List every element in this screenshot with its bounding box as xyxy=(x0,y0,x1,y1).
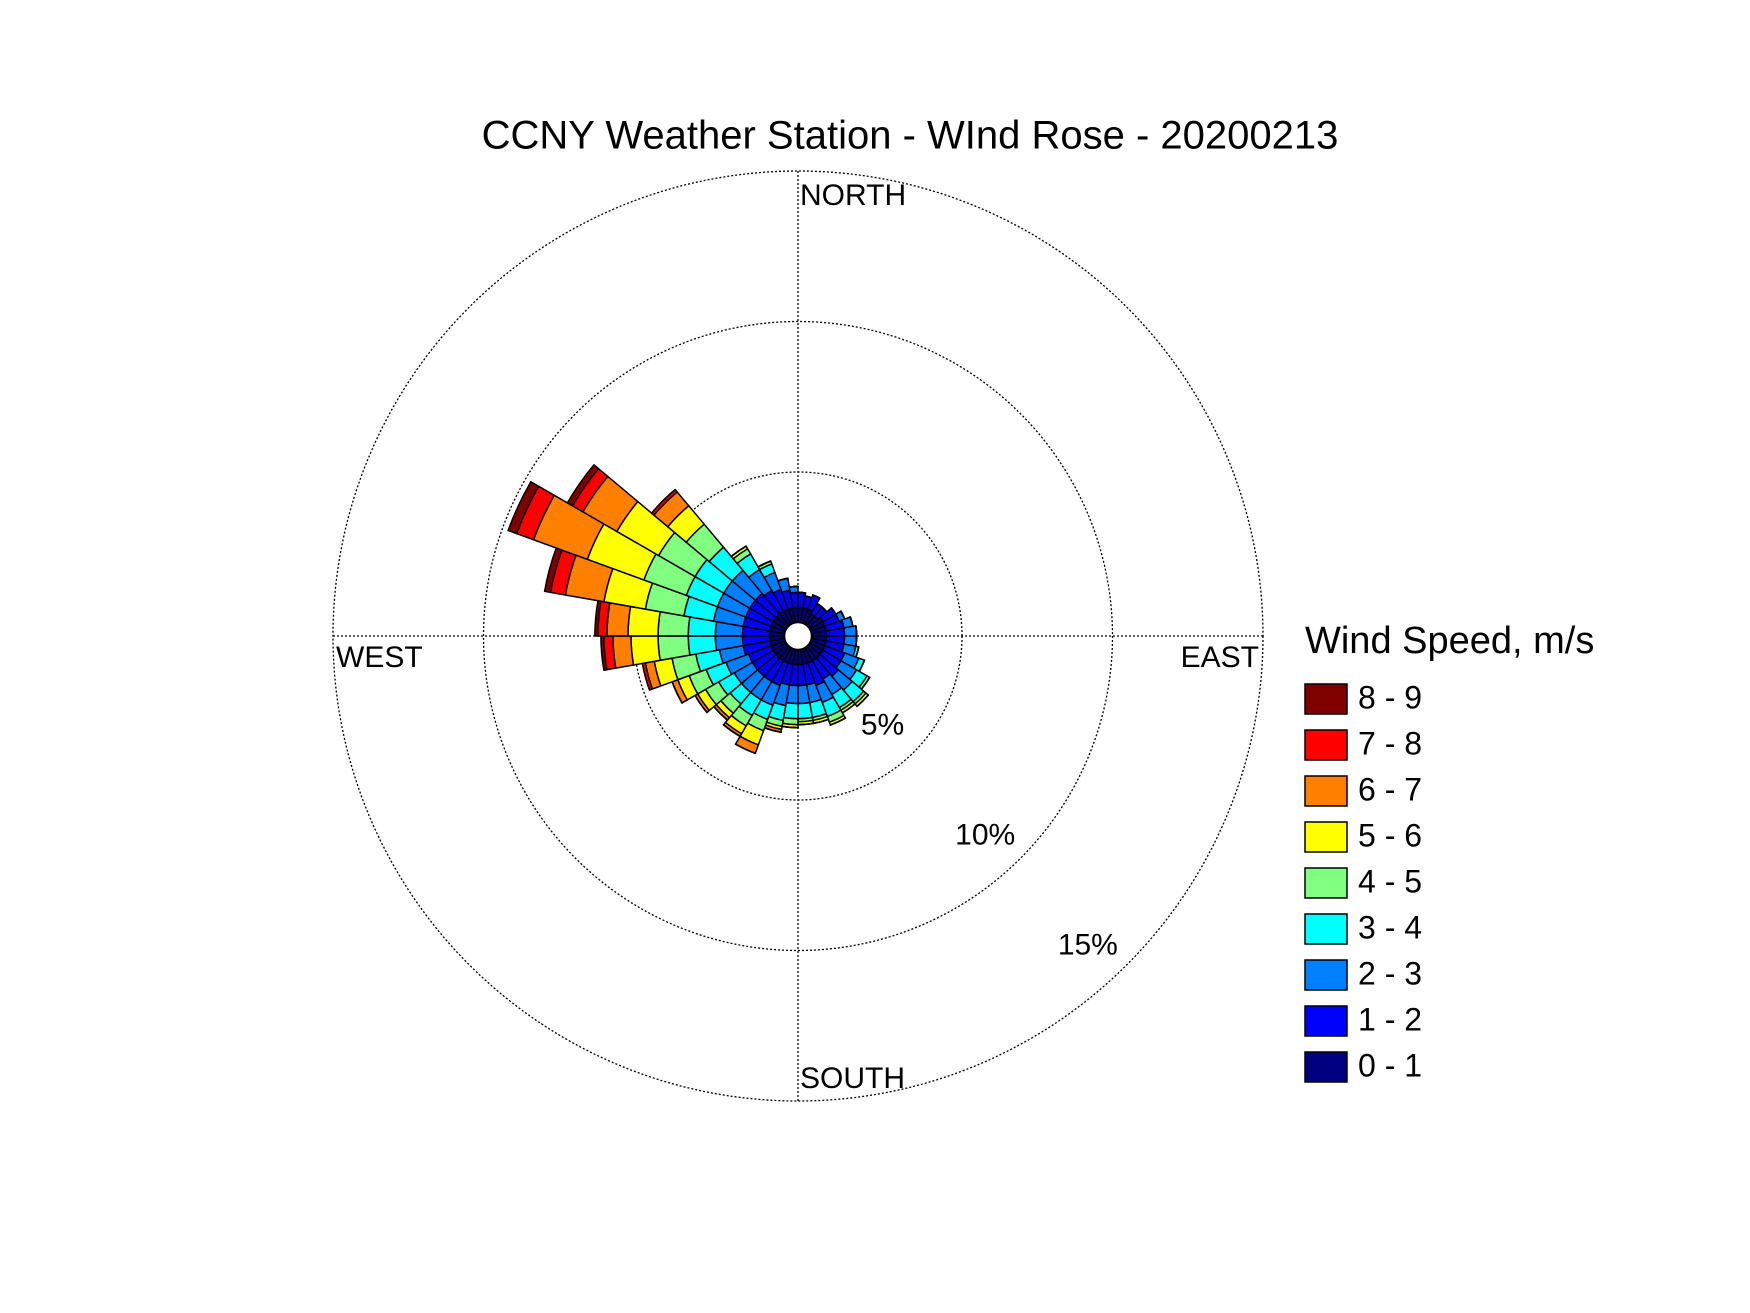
bar-segment xyxy=(855,625,858,637)
legend-label: 3 - 4 xyxy=(1358,909,1422,945)
bar-segment xyxy=(650,488,676,514)
bar-segment xyxy=(730,545,747,558)
bar-segment xyxy=(812,594,821,599)
west-label: WEST xyxy=(336,641,423,674)
legend-label: 6 - 7 xyxy=(1358,771,1422,807)
legend-swatch xyxy=(1304,1005,1348,1037)
bar-segment xyxy=(757,560,772,568)
bar-segment xyxy=(856,694,870,708)
bar-segment xyxy=(722,723,741,738)
legend-swatch xyxy=(1304,867,1348,899)
legend-label: 4 - 5 xyxy=(1358,863,1422,899)
bar-segment xyxy=(855,635,858,647)
bar-segment xyxy=(657,635,691,662)
legend-label: 5 - 6 xyxy=(1358,817,1422,853)
bars xyxy=(507,464,871,755)
legend-label: 2 - 3 xyxy=(1358,955,1422,991)
bar-segment xyxy=(788,585,799,588)
legend-swatch xyxy=(1304,821,1348,853)
bar-segment xyxy=(566,464,600,507)
r-tick-label: 5% xyxy=(861,709,904,742)
legend-swatch xyxy=(1304,775,1348,807)
bar-segment xyxy=(734,743,757,755)
bar-segment xyxy=(829,717,847,726)
bar-segment xyxy=(797,591,807,594)
legend-label: 8 - 9 xyxy=(1358,679,1422,715)
bar-segment xyxy=(797,701,814,720)
legend-swatch xyxy=(1304,913,1348,945)
south-label: SOUTH xyxy=(800,1062,905,1095)
center-hole xyxy=(783,621,813,651)
bar-segment xyxy=(777,577,789,582)
bar-segment xyxy=(606,602,632,637)
legend-label: 0 - 1 xyxy=(1358,1047,1422,1083)
bar-segment xyxy=(612,635,635,669)
grid-ring xyxy=(633,471,963,801)
bar-segment xyxy=(630,635,661,666)
legend-label: 7 - 8 xyxy=(1358,725,1422,761)
legend-swatch xyxy=(1304,1051,1348,1083)
grid-ring xyxy=(332,170,1264,1102)
bar-segment xyxy=(843,625,858,637)
east-label: EAST xyxy=(1181,641,1259,674)
legend-label: 1 - 2 xyxy=(1358,1001,1422,1037)
r-tick-label: 10% xyxy=(955,819,1015,852)
r-tick-label: 15% xyxy=(1058,929,1118,962)
chart-title: CCNY Weather Station - WInd Rose - 20200… xyxy=(482,114,1339,158)
legend-swatch xyxy=(1304,959,1348,991)
legend-title: Wind Speed, m/s xyxy=(1305,620,1594,662)
grid-ring xyxy=(482,320,1114,952)
north-label: NORTH xyxy=(800,179,906,212)
legend-swatch xyxy=(1304,683,1348,715)
bar-segment xyxy=(507,481,540,535)
legend-swatch xyxy=(1304,729,1348,761)
